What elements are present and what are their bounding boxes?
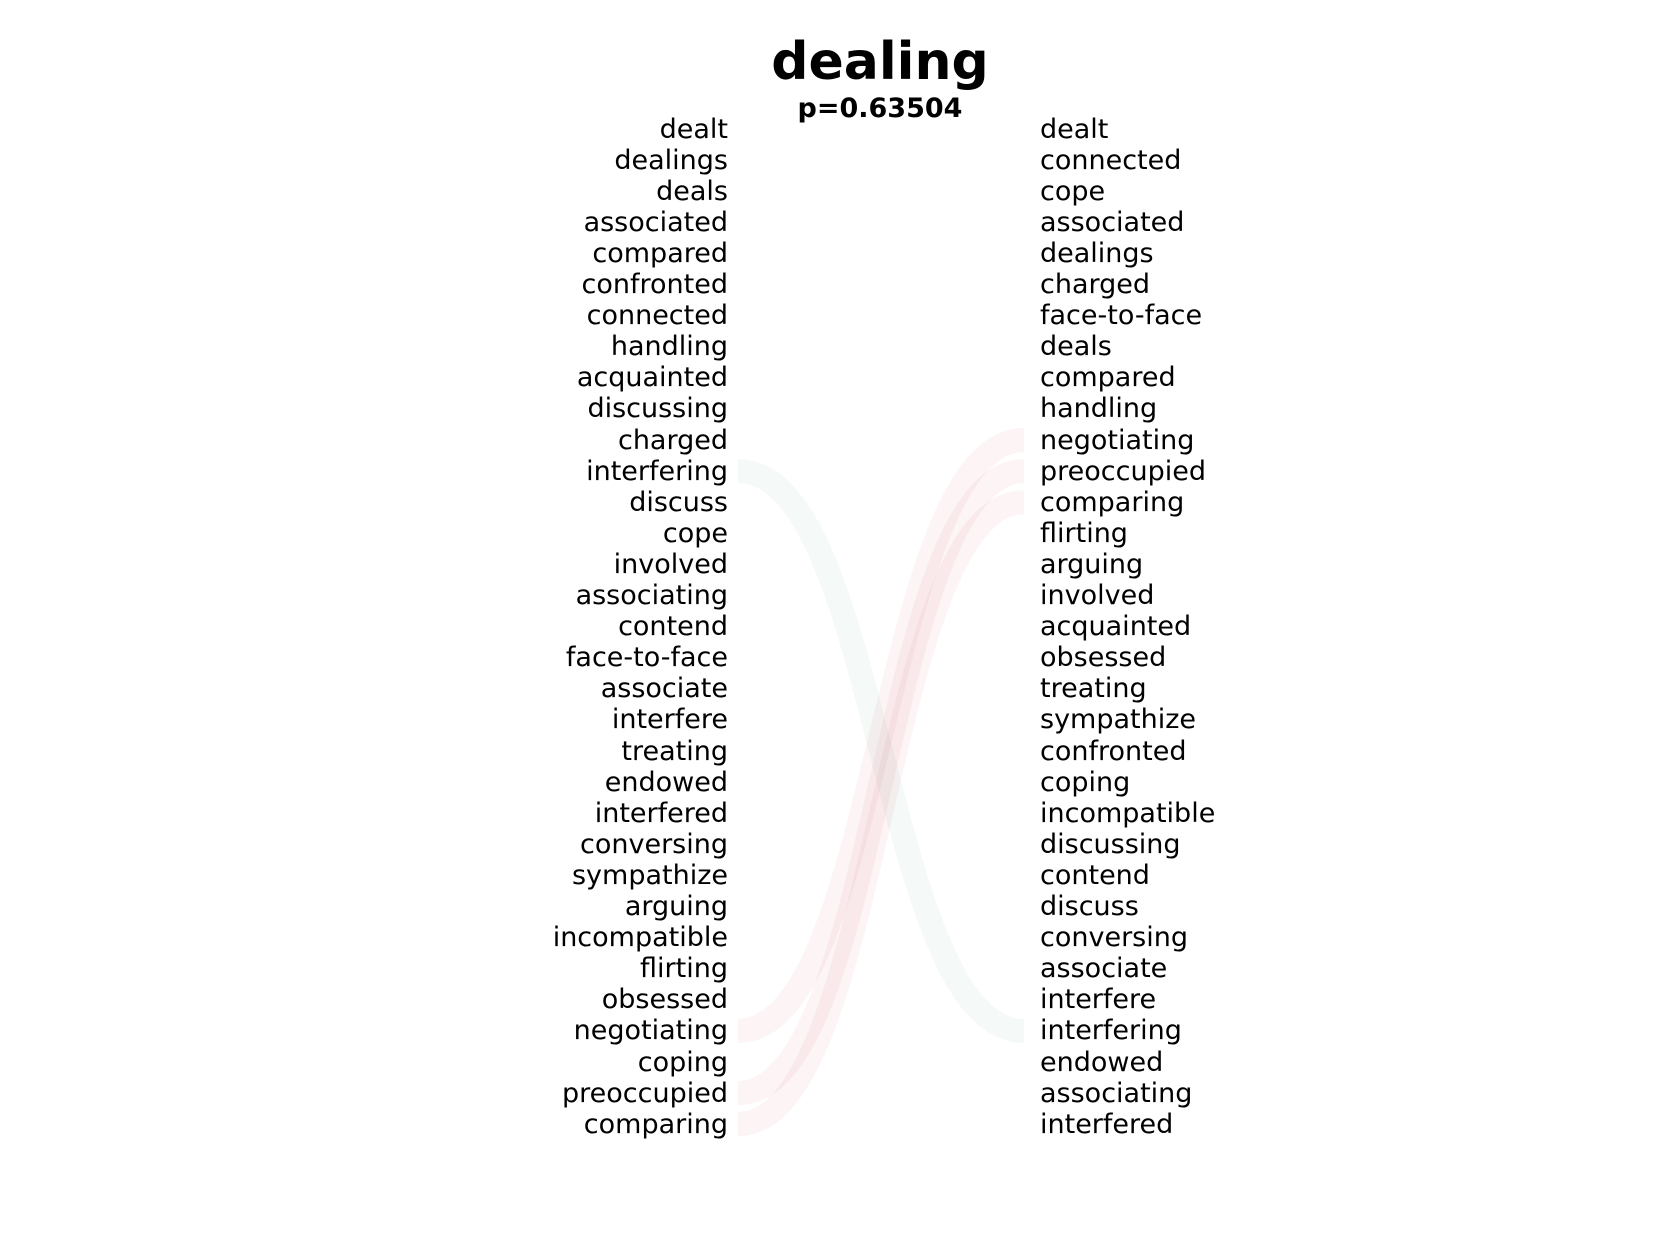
right-word-item: negotiating xyxy=(1040,424,1195,456)
right-word-item: associate xyxy=(1040,953,1168,985)
right-word-item: interfering xyxy=(1040,1015,1182,1047)
right-word-item: endowed xyxy=(1040,1046,1164,1078)
right-word-item: dealings xyxy=(1040,237,1154,269)
right-word-item: arguing xyxy=(1040,548,1144,580)
left-word-item: associated xyxy=(583,206,728,238)
right-word-item: dealt xyxy=(1040,113,1109,145)
right-word-item: confronted xyxy=(1040,735,1187,767)
right-word-item: interfered xyxy=(1040,1108,1174,1140)
right-word-item: interfere xyxy=(1040,984,1157,1016)
left-word-item: cope xyxy=(662,517,728,549)
right-word-item: discuss xyxy=(1040,891,1139,922)
right-word-item: associated xyxy=(1040,206,1185,238)
left-word-item: compared xyxy=(592,237,728,269)
left-word-item: contend xyxy=(618,611,728,643)
right-word-item: deals xyxy=(1040,331,1112,363)
left-word-item: flirting xyxy=(640,953,728,985)
left-word-item: acquainted xyxy=(576,362,728,394)
right-word-item: handling xyxy=(1040,393,1158,425)
left-word-item: preoccupied xyxy=(562,1077,728,1109)
right-word-item: involved xyxy=(1040,580,1155,611)
right-word-item: acquainted xyxy=(1040,611,1192,643)
left-word-item: dealings xyxy=(614,144,728,176)
left-word-item: connected xyxy=(586,300,728,332)
right-word-item: connected xyxy=(1040,144,1182,176)
right-word-item: compared xyxy=(1040,362,1176,394)
left-word-item: discuss xyxy=(629,486,728,518)
left-word-item: interfered xyxy=(594,797,728,829)
right-word-item: preoccupied xyxy=(1040,455,1206,487)
flow-band-down xyxy=(736,428,1026,1043)
right-word-item: face-to-face xyxy=(1040,300,1203,332)
right-word-item: discussing xyxy=(1040,828,1181,860)
right-word-item: incompatible xyxy=(1040,797,1216,829)
left-word-item: handling xyxy=(610,331,728,363)
right-word-item: obsessed xyxy=(1040,642,1167,674)
left-word-item: deals xyxy=(656,175,728,207)
left-word-item: sympathize xyxy=(571,859,728,891)
left-word-item: conversing xyxy=(580,828,728,860)
right-word-item: comparing xyxy=(1040,486,1185,518)
right-word-item: coping xyxy=(1040,766,1131,798)
right-word-item: cope xyxy=(1040,175,1106,207)
flow-band-down xyxy=(736,459,1026,1106)
flow-band-up xyxy=(736,459,1026,1043)
chart-subtitle: p=0.63504 xyxy=(797,93,963,124)
right-word-item: flirting xyxy=(1040,517,1128,549)
right-word-item: contend xyxy=(1040,859,1150,891)
left-word-item: interfere xyxy=(611,704,728,736)
left-word-item: discussing xyxy=(587,393,728,425)
left-word-item: negotiating xyxy=(573,1015,728,1047)
chart-title: dealing xyxy=(771,32,989,92)
right-word-item: conversing xyxy=(1040,922,1188,954)
right-word-item: associating xyxy=(1040,1077,1193,1109)
left-word-item: arguing xyxy=(624,891,728,922)
right-word-item: sympathize xyxy=(1040,704,1197,736)
left-word-item: interfering xyxy=(586,455,728,487)
left-word-item: comparing xyxy=(583,1108,728,1140)
left-word-item: obsessed xyxy=(601,984,728,1016)
left-word-item: involved xyxy=(613,548,728,580)
left-word-item: associating xyxy=(575,580,728,611)
left-word-item: coping xyxy=(637,1046,728,1078)
left-word-item: endowed xyxy=(604,766,728,798)
left-word-item: charged xyxy=(617,424,728,456)
right-word-item: treating xyxy=(1040,673,1147,705)
left-word-item: confronted xyxy=(581,269,728,300)
left-word-item: dealt xyxy=(659,113,728,145)
left-word-item: face-to-face xyxy=(565,642,728,674)
right-word-item: charged xyxy=(1040,269,1151,300)
flow-band-down xyxy=(736,490,1026,1137)
left-word-item: incompatible xyxy=(552,922,728,954)
left-word-item: treating xyxy=(621,735,728,767)
left-word-item: associate xyxy=(600,673,728,705)
